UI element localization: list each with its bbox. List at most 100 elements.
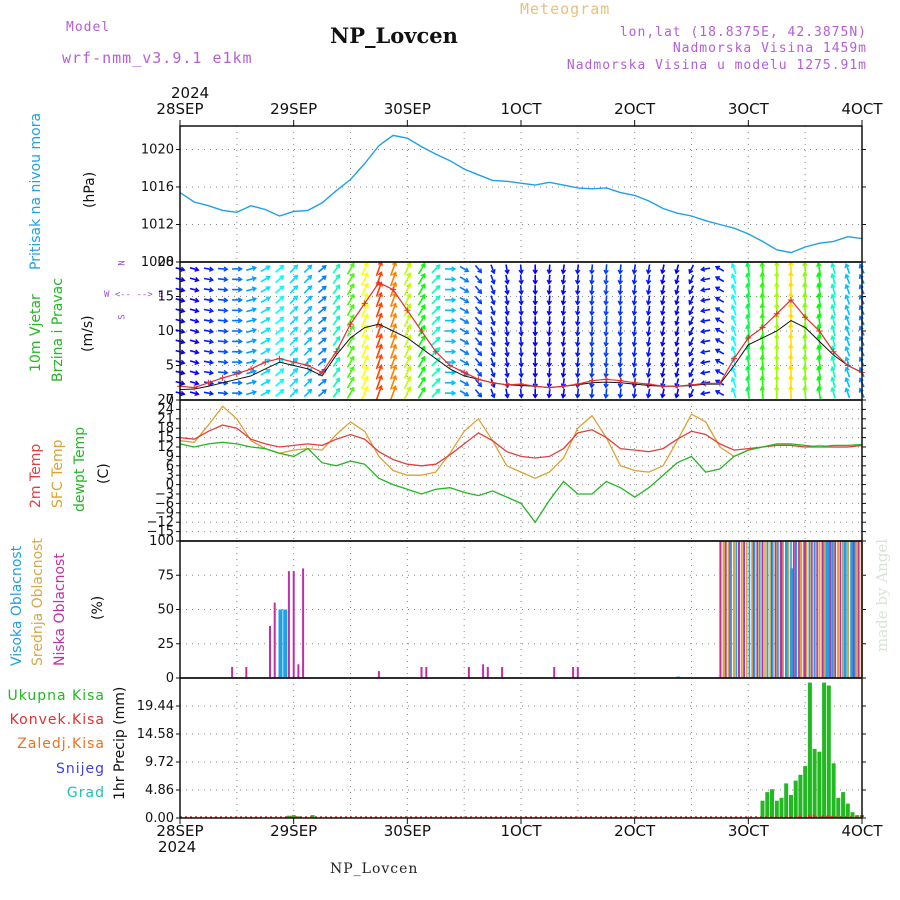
wind-arrowhead: [546, 393, 553, 399]
cloud-overcast-bar: [798, 541, 800, 678]
cloud-overcast-bar: [792, 541, 795, 678]
wind-vector: [203, 391, 213, 395]
wind-arrowhead: [560, 269, 567, 275]
wind-arrowhead: [391, 271, 398, 277]
wind-vector: [459, 307, 469, 314]
wind-vector: [246, 318, 257, 323]
wind-vector: [688, 347, 695, 357]
wind-arrowhead: [391, 302, 398, 308]
wind-vector: [189, 318, 199, 323]
wind-arrowhead: [335, 377, 341, 383]
wind-vector: [761, 376, 764, 389]
wind-arrowhead: [589, 393, 595, 399]
cloud-low-bar: [752, 541, 755, 678]
wind-vector: [361, 293, 369, 307]
precip-total-bar: [296, 816, 301, 818]
wind-speed-marker: [574, 381, 581, 388]
wind-vector: [375, 272, 383, 287]
wind-vector: [731, 315, 737, 326]
wind-arrowhead: [504, 321, 510, 327]
legend-total-rain: Ukupna Kisa: [7, 688, 105, 704]
wind-vector: [701, 319, 711, 323]
wind-arrowhead: [349, 345, 355, 351]
wind-vector: [619, 326, 622, 336]
wind-arrowhead: [279, 285, 285, 291]
wind-vector: [389, 261, 397, 276]
year-bottom: 2024: [158, 838, 197, 856]
wind-arrowhead: [321, 337, 327, 343]
cloud-high-bar: [283, 609, 288, 678]
precip-total-bar: [760, 800, 765, 818]
wind-vector: [403, 262, 411, 276]
wind-arrowhead: [759, 344, 765, 350]
wind-speed-marker: [191, 384, 198, 391]
wind-arrowhead: [714, 265, 721, 271]
wind-arrowhead: [532, 373, 538, 379]
wind-vector: [217, 288, 228, 291]
wind-arrowhead: [631, 352, 638, 358]
wind-vector: [715, 286, 725, 293]
time-tick-label-top: 29SEP: [270, 100, 317, 118]
cloud-mid-bar: [799, 541, 802, 678]
wind-arrowhead: [451, 349, 457, 355]
wind-arrowhead: [504, 393, 510, 399]
wind-arrowhead: [180, 328, 186, 334]
precip-total-bar: [817, 751, 822, 818]
wind-vector: [417, 263, 426, 275]
wind-arrowhead: [335, 284, 341, 290]
wind-arrowhead: [490, 320, 496, 327]
wind-arrowhead: [546, 300, 553, 306]
wind-arrowhead: [546, 331, 553, 337]
wind-vector: [817, 387, 822, 400]
cloud-overcast-bar: [834, 541, 837, 678]
precip-convective-bar: [807, 815, 810, 818]
wind-arrowhead: [363, 334, 369, 340]
wind-arrowhead: [730, 314, 736, 320]
wind-arrowhead: [363, 323, 369, 329]
wind-arrowhead: [335, 263, 341, 269]
wind-arrowhead: [603, 331, 609, 337]
wind-arrowhead: [391, 354, 398, 360]
wind-vector: [490, 347, 495, 357]
wind-arrowhead: [265, 296, 271, 302]
y-tick-label: 12: [157, 440, 174, 455]
precip-total-bar: [841, 792, 846, 818]
precip-convective-bar: [798, 815, 801, 818]
wind-arrowhead: [490, 269, 496, 275]
wind-vector: [701, 288, 711, 292]
wind-arrowhead: [406, 365, 412, 371]
wind-vector: [831, 377, 836, 389]
wind-vector: [761, 335, 764, 348]
wind-vector: [389, 334, 397, 349]
wind-vector: [562, 388, 565, 398]
wind-arrowhead: [745, 386, 751, 392]
cloud-overcast-bar: [842, 541, 844, 678]
wind-vector: [431, 378, 441, 388]
wind-arrowhead: [208, 318, 215, 324]
y-tick-label: −15: [147, 525, 174, 540]
wind-vector: [619, 295, 622, 305]
wind-vector: [576, 336, 580, 346]
cloud-high-bar: [842, 541, 847, 678]
wind-speed-marker: [660, 383, 667, 390]
wind-arrowhead: [674, 382, 680, 389]
wind-vector: [431, 264, 441, 274]
wind-arrowhead: [532, 310, 538, 317]
wind-arrowhead: [321, 378, 327, 384]
y-tick-label: 15: [157, 290, 174, 305]
wind-vector: [346, 335, 355, 348]
wind-vector: [474, 316, 482, 325]
wind-arrowhead: [759, 364, 765, 371]
wind-arrowhead: [349, 376, 355, 382]
wind-arrowhead: [194, 380, 200, 386]
precip-total-bar: [855, 815, 860, 818]
wind-arrowhead: [518, 372, 524, 379]
wind-arrowhead: [844, 304, 850, 310]
wind-vector: [845, 305, 851, 316]
wind-vector: [317, 389, 327, 397]
wind-vector: [789, 261, 792, 276]
cloud-low-bar: [302, 568, 305, 678]
wind-arrowhead: [714, 296, 721, 302]
wind-vector: [317, 265, 327, 273]
